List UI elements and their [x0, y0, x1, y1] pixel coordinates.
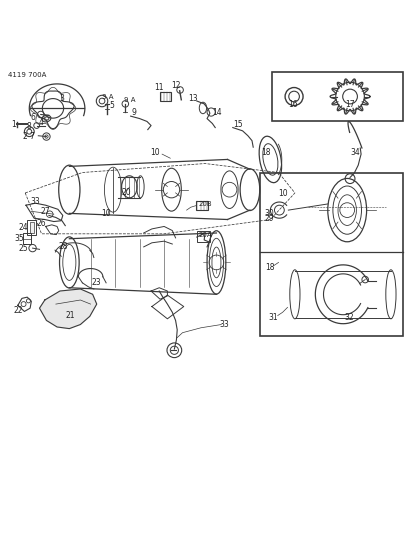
Text: 15: 15: [232, 120, 242, 129]
Text: 20: 20: [121, 189, 131, 197]
Text: 17: 17: [344, 100, 354, 109]
Text: 33: 33: [219, 320, 229, 329]
Text: 27: 27: [40, 207, 49, 216]
Text: 10: 10: [101, 209, 111, 218]
Text: 4119 700A: 4119 700A: [8, 72, 46, 78]
Bar: [27, 220, 36, 235]
Text: 24: 24: [18, 223, 28, 232]
Text: 9: 9: [131, 108, 136, 117]
Bar: [23, 232, 30, 244]
Text: 5: 5: [109, 101, 114, 110]
Text: 4: 4: [38, 118, 43, 127]
Bar: [196, 231, 209, 242]
Text: 12: 12: [171, 82, 180, 91]
Text: 30: 30: [264, 209, 274, 218]
Text: 26: 26: [37, 219, 46, 228]
Bar: [30, 222, 34, 233]
Text: 7: 7: [29, 132, 34, 141]
Bar: [260, 173, 402, 336]
Text: 23: 23: [92, 278, 101, 287]
Text: 20B: 20B: [198, 200, 211, 207]
Text: 22: 22: [13, 306, 22, 315]
Text: 32: 32: [343, 313, 353, 322]
Bar: [196, 201, 208, 210]
Text: 31: 31: [268, 313, 278, 322]
Text: 29: 29: [264, 214, 274, 223]
Text: 35: 35: [14, 234, 24, 243]
Text: 10: 10: [277, 189, 287, 198]
Polygon shape: [39, 289, 97, 329]
Text: 25: 25: [19, 244, 28, 253]
Text: 8: 8: [26, 122, 31, 131]
Text: 34: 34: [350, 148, 360, 157]
Text: 18: 18: [260, 148, 270, 157]
Text: 28: 28: [58, 243, 67, 252]
Text: 3 A: 3 A: [102, 93, 113, 100]
Text: 20A: 20A: [198, 232, 211, 238]
Bar: [272, 72, 402, 122]
Text: 3: 3: [59, 94, 64, 103]
Text: 18: 18: [264, 263, 274, 272]
Bar: [160, 92, 171, 101]
Text: 14: 14: [212, 108, 222, 117]
Text: 1: 1: [11, 120, 16, 129]
Text: 13: 13: [187, 94, 197, 103]
Text: 11: 11: [154, 83, 164, 92]
Text: 6: 6: [30, 114, 35, 122]
Text: 10: 10: [150, 148, 160, 157]
Text: 16: 16: [288, 100, 297, 109]
Text: 9 A: 9 A: [124, 97, 135, 103]
Text: 2: 2: [22, 132, 27, 141]
Text: 33: 33: [31, 197, 40, 206]
Text: 21: 21: [65, 311, 75, 320]
